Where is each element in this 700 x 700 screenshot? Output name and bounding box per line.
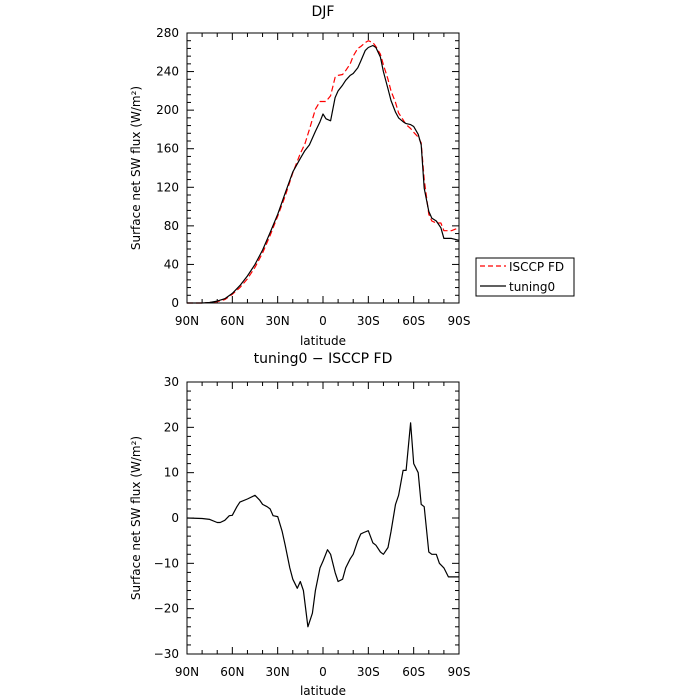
x-tick-labels: 90N 60N 30N 0 30S 60S 90S	[175, 314, 471, 328]
x-tick-label: 60N	[220, 314, 244, 328]
y-tick-label: 240	[156, 65, 179, 79]
y-tick-label: 280	[156, 26, 179, 40]
y-axis-label: Surface net SW flux (W/m²)	[129, 86, 143, 250]
x-tick-label: 90S	[448, 314, 471, 328]
y-axis-label: Surface net SW flux (W/m²)	[129, 436, 143, 600]
x-tick-label: 0	[319, 665, 327, 679]
chart-djf: DJF 90N 60N 30N 0 30S 60S 90S 0 40 80 120 160 200 24…	[129, 4, 575, 348]
x-tick-label: 90N	[175, 314, 199, 328]
x-tick-label: 30S	[357, 665, 380, 679]
chart-title: DJF	[312, 4, 335, 20]
x-tick-label: 30N	[266, 314, 290, 328]
x-axis-label: latitude	[300, 684, 346, 698]
x-axis-label: latitude	[300, 334, 346, 348]
y-tick-labels: −30 −20 −10 0 10 20 30	[154, 375, 179, 661]
y-tick-label: −20	[154, 602, 179, 616]
y-tick-label: −30	[154, 647, 179, 661]
series-line-isccp-fd	[187, 40, 460, 304]
plot-frame	[186, 381, 460, 655]
x-tick-label: 30N	[266, 665, 290, 679]
x-tick-label: 90S	[448, 665, 471, 679]
chart-difference: tuning0 − ISCCP FD 90N 60N 30N 0 30S 60S 90S −…	[129, 351, 470, 698]
y-tick-label: 20	[164, 420, 179, 434]
y-tick-label: 40	[164, 257, 179, 271]
chart-title: tuning0 − ISCCP FD	[254, 351, 393, 367]
tick-marks	[186, 381, 460, 655]
x-tick-label: 0	[319, 314, 327, 328]
legend-box	[475, 257, 575, 297]
y-tick-label: 0	[171, 296, 179, 310]
legend-label-isccp: ISCCP FD	[509, 260, 564, 274]
tick-marks	[186, 32, 460, 304]
y-tick-label: 160	[156, 142, 179, 156]
x-tick-labels: 90N 60N 30N 0 30S 60S 90S	[175, 665, 471, 679]
y-tick-labels: 0 40 80 120 160 200 240 280	[156, 26, 179, 310]
legend-label-tuning0: tuning0	[509, 280, 555, 294]
legend: ISCCP FD tuning0	[475, 257, 575, 297]
y-tick-label: 0	[171, 511, 179, 525]
series-line-tuning0	[187, 44, 460, 304]
y-tick-label: 80	[164, 219, 179, 233]
x-tick-label: 60N	[220, 665, 244, 679]
x-tick-label: 30S	[357, 314, 380, 328]
y-tick-label: 30	[164, 375, 179, 389]
x-tick-label: 60S	[402, 314, 425, 328]
series-lines	[186, 422, 459, 628]
y-tick-label: 120	[156, 180, 179, 194]
plot-frame	[186, 32, 460, 304]
y-tick-label: 200	[156, 103, 179, 117]
x-tick-label: 90N	[175, 665, 199, 679]
y-tick-label: 10	[164, 466, 179, 480]
y-tick-label: −10	[154, 556, 179, 570]
x-tick-label: 60S	[402, 665, 425, 679]
series-line-difference	[186, 422, 459, 628]
series-lines	[187, 40, 460, 304]
